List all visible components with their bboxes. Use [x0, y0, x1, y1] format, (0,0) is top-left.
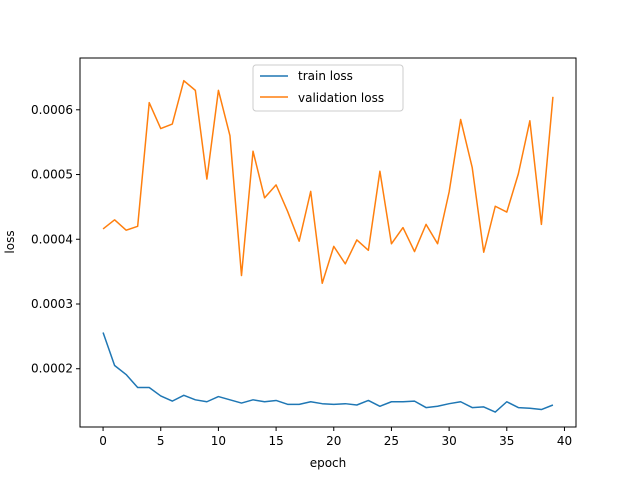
legend-label-validation-loss: validation loss	[298, 91, 384, 105]
y-tick-label: 0.0003	[31, 297, 73, 311]
legend: train loss validation loss	[252, 64, 404, 112]
plot-frame	[79, 57, 577, 428]
series-line-validation-loss	[102, 79, 554, 285]
y-axis: 0.0002 0.0003 0.0004 0.0005 0.0006	[31, 103, 80, 376]
x-tick-label: 30	[441, 434, 456, 448]
series-layer	[102, 79, 554, 413]
y-tick-label: 0.0004	[31, 232, 73, 246]
x-tick-label: 5	[157, 434, 165, 448]
x-axis: 0 5 10 15 20 25 30 35 40	[99, 427, 572, 448]
y-tick-label: 0.0005	[31, 168, 73, 182]
y-tick-label: 0.0006	[31, 103, 73, 117]
x-tick-label: 20	[326, 434, 341, 448]
x-tick-label: 35	[499, 434, 514, 448]
y-axis-title: loss	[3, 230, 17, 253]
legend-box	[252, 64, 404, 112]
x-tick-label: 25	[384, 434, 399, 448]
series-line-train-loss	[102, 332, 554, 413]
legend-label-train-loss: train loss	[298, 69, 353, 83]
x-tick-label: 40	[557, 434, 572, 448]
x-tick-label: 0	[99, 434, 107, 448]
x-tick-label: 15	[268, 434, 283, 448]
x-axis-title: epoch	[310, 456, 347, 470]
y-tick-label: 0.0002	[31, 362, 73, 376]
x-tick-label: 10	[211, 434, 226, 448]
